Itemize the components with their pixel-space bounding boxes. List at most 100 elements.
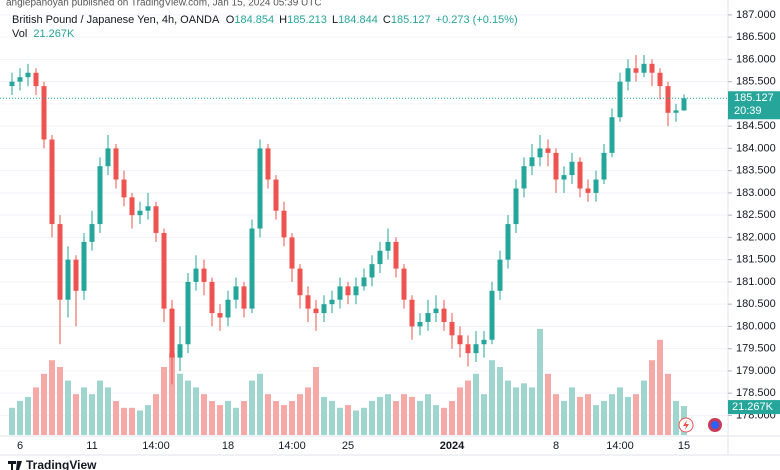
candle-body	[625, 68, 631, 82]
volume-bar	[105, 387, 111, 435]
x-tick-label: 14:00	[278, 440, 306, 452]
candle-body	[217, 313, 223, 318]
candle-body	[113, 148, 119, 180]
volume-bar	[41, 373, 47, 435]
price-tag	[728, 91, 780, 120]
candle-body	[449, 321, 455, 336]
volume-bar	[377, 396, 383, 435]
x-tick-label: 18	[222, 440, 234, 452]
volume-bar	[297, 394, 303, 435]
candle-body	[497, 259, 503, 291]
x-tick-label: 6	[17, 440, 23, 452]
volume-bar	[417, 401, 423, 435]
candle-body	[673, 110, 679, 113]
x-tick-label: 25	[342, 440, 354, 452]
volume-bar	[89, 394, 95, 435]
volume-bar	[209, 401, 215, 435]
volume-bar	[585, 394, 591, 435]
candle-body	[665, 86, 671, 113]
volume-bar	[521, 383, 527, 435]
axes: 178.000178.500179.000179.500180.000180.5…	[17, 9, 776, 452]
y-tick-label: 178.500	[736, 387, 776, 399]
candle-body	[89, 224, 95, 242]
x-tick-label: 8	[553, 440, 559, 452]
x-tick-label: 14:00	[142, 440, 170, 452]
volume-bar	[385, 394, 391, 435]
volume-bar	[273, 401, 279, 435]
candle-body	[473, 344, 479, 354]
y-tick-label: 179.000	[736, 365, 776, 377]
volume-bar	[553, 394, 559, 435]
candle-body	[433, 308, 439, 314]
candle-body	[241, 286, 247, 309]
volume-layer	[9, 328, 687, 435]
volume-bar	[657, 339, 663, 435]
grid	[0, 14, 728, 416]
candle-body	[297, 268, 303, 296]
volume-bar	[73, 394, 79, 435]
ohlc-prefix: C	[383, 14, 391, 26]
candle-body	[529, 157, 535, 167]
y-tick-label: 182.000	[736, 231, 776, 243]
candle-body	[281, 210, 287, 238]
volume-bar	[513, 387, 519, 435]
candle-body	[233, 286, 239, 300]
volume-bar	[9, 407, 15, 435]
y-tick-label: 187.000	[736, 9, 776, 21]
candle-body	[73, 259, 79, 291]
candle-body	[545, 148, 551, 153]
candle-body	[201, 268, 207, 282]
volume-bar	[169, 353, 175, 435]
candle-body	[553, 152, 559, 180]
candle-body	[641, 63, 647, 73]
volume-bar	[617, 387, 623, 435]
volume-bar	[137, 410, 143, 435]
close-value: 185.127	[391, 14, 431, 26]
candle-body	[121, 179, 127, 198]
volume-bar	[441, 407, 447, 435]
candle-body	[649, 63, 655, 73]
brand-logo	[8, 461, 22, 470]
candle-body	[249, 228, 255, 309]
volume-bar	[225, 401, 231, 435]
candle-body	[353, 286, 359, 296]
volume-bar	[401, 394, 407, 435]
volume-bar	[153, 394, 159, 435]
volume-bar	[145, 405, 151, 435]
volume-bar	[265, 394, 271, 435]
candle-body	[601, 152, 607, 180]
volume-bar	[465, 380, 471, 435]
candle-body	[17, 77, 23, 82]
event-icon-bolt	[683, 420, 689, 430]
volume-bar	[257, 373, 263, 435]
candle-body	[185, 281, 191, 345]
candle-body	[377, 250, 383, 265]
volume-bar	[25, 396, 31, 435]
candle-body	[49, 139, 55, 225]
y-tick-label: 181.000	[736, 276, 776, 288]
y-tick-label: 180.000	[736, 320, 776, 332]
y-tick-label: 185.500	[736, 76, 776, 88]
candle-body	[425, 313, 431, 322]
volume-bar	[609, 394, 615, 435]
candle-body	[385, 241, 391, 251]
volume-bar	[345, 405, 351, 435]
volume-bar	[281, 405, 287, 435]
volume-bar	[65, 380, 71, 435]
low-value: 184.844	[338, 14, 378, 26]
y-tick-label: 186.000	[736, 53, 776, 65]
candle-body	[537, 148, 543, 158]
volume-bar	[313, 367, 319, 435]
ohlc-prefix: O	[226, 14, 235, 26]
candle-body	[65, 259, 71, 300]
candle-body	[57, 224, 63, 300]
candle-body	[329, 299, 335, 305]
volume-bar	[329, 401, 335, 435]
y-tick-label: 184.500	[736, 120, 776, 132]
y-tick-label: 183.500	[736, 165, 776, 177]
volume-bar	[625, 396, 631, 435]
volume-bar	[361, 407, 367, 435]
candle-body	[313, 308, 319, 314]
brand-name: TradingView	[26, 458, 97, 470]
candle-body	[305, 295, 311, 309]
